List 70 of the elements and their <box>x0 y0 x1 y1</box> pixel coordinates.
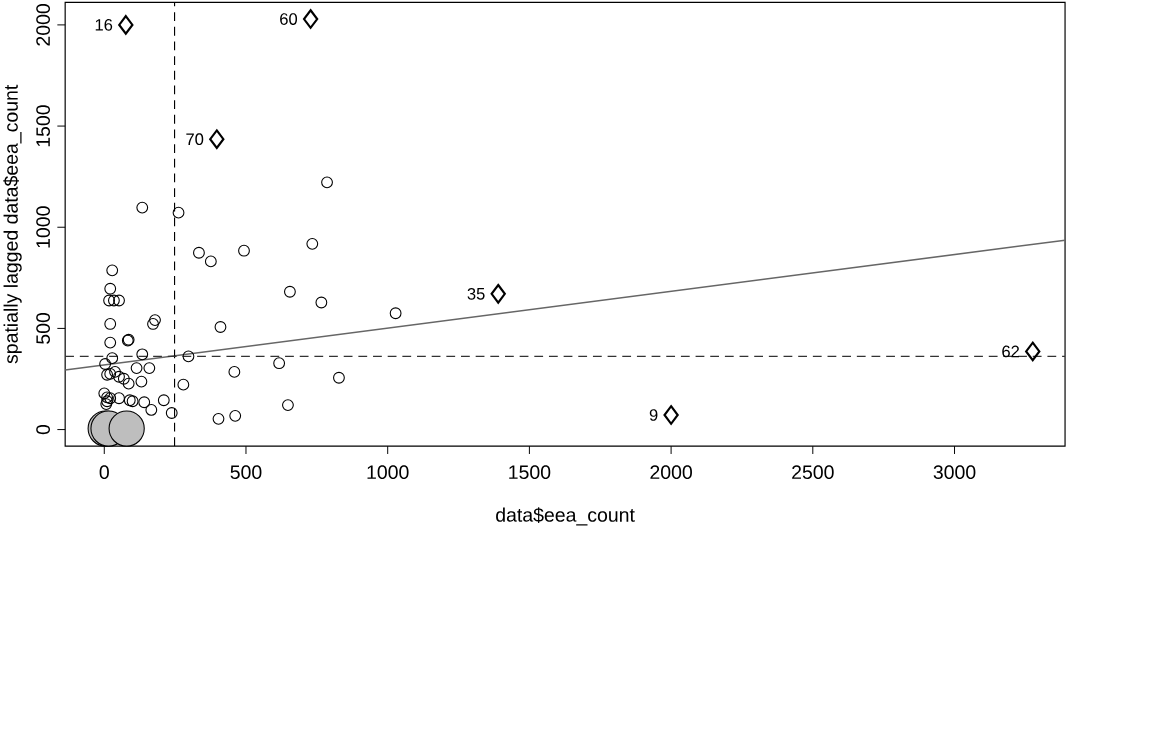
point <box>302 8 319 29</box>
point <box>104 317 117 330</box>
point <box>182 350 195 363</box>
point <box>122 377 135 390</box>
point <box>106 264 119 277</box>
point <box>130 361 143 374</box>
point <box>315 296 328 309</box>
point <box>149 313 161 326</box>
annotation: 16 <box>95 18 113 31</box>
y-tick-label: 1500 <box>36 104 50 147</box>
y-axis-title: spatially lagged data$eea_count <box>3 84 22 364</box>
x-tick-label: 500 <box>230 465 262 479</box>
annotation: 70 <box>186 133 204 145</box>
x-tick-label: 3000 <box>933 465 976 479</box>
point <box>106 352 119 364</box>
annotation: 9 <box>649 408 658 421</box>
point <box>193 246 205 259</box>
y-tick-label: 500 <box>36 312 50 344</box>
point <box>136 201 149 214</box>
point <box>135 375 148 388</box>
point <box>117 372 130 385</box>
annotation: 35 <box>467 287 485 300</box>
y-tick-label: 2000 <box>36 3 50 46</box>
point <box>107 294 120 307</box>
point <box>109 365 121 378</box>
point <box>284 285 296 298</box>
point <box>98 387 111 400</box>
x-axis-title: data$eea_count <box>496 506 635 526</box>
point <box>282 398 294 411</box>
point <box>306 237 319 250</box>
point <box>333 371 345 384</box>
point <box>172 206 185 219</box>
point <box>147 317 159 330</box>
point <box>136 348 149 360</box>
point <box>177 378 190 391</box>
point <box>321 176 333 188</box>
point <box>389 307 402 319</box>
x-tick-label: 2000 <box>650 465 692 479</box>
point <box>238 244 250 257</box>
point <box>145 403 158 416</box>
point <box>228 365 241 378</box>
point <box>99 357 112 370</box>
point <box>104 336 117 349</box>
x-tick-label: 1000 <box>367 465 409 479</box>
point <box>212 412 225 425</box>
point <box>104 282 117 295</box>
point <box>138 396 151 408</box>
point <box>663 404 679 425</box>
point <box>113 370 125 383</box>
point <box>204 255 217 268</box>
y-tick-label: 1000 <box>36 206 50 248</box>
annotation: 62 <box>1002 345 1019 358</box>
point <box>214 320 227 333</box>
point <box>273 357 286 369</box>
point <box>113 294 125 307</box>
y-tick-label: 0 <box>36 424 50 434</box>
annotation: 60 <box>280 12 298 25</box>
point <box>209 129 225 149</box>
point <box>1025 341 1041 362</box>
point <box>103 294 116 307</box>
point <box>229 409 242 422</box>
point <box>118 14 134 35</box>
point <box>143 361 156 374</box>
point <box>157 394 170 406</box>
x-tick-label: 2500 <box>792 465 834 479</box>
x-tick-label: 0 <box>99 465 109 479</box>
point <box>113 392 125 404</box>
x-tick-label: 1500 <box>509 465 551 479</box>
point <box>165 406 178 419</box>
point <box>490 283 506 304</box>
